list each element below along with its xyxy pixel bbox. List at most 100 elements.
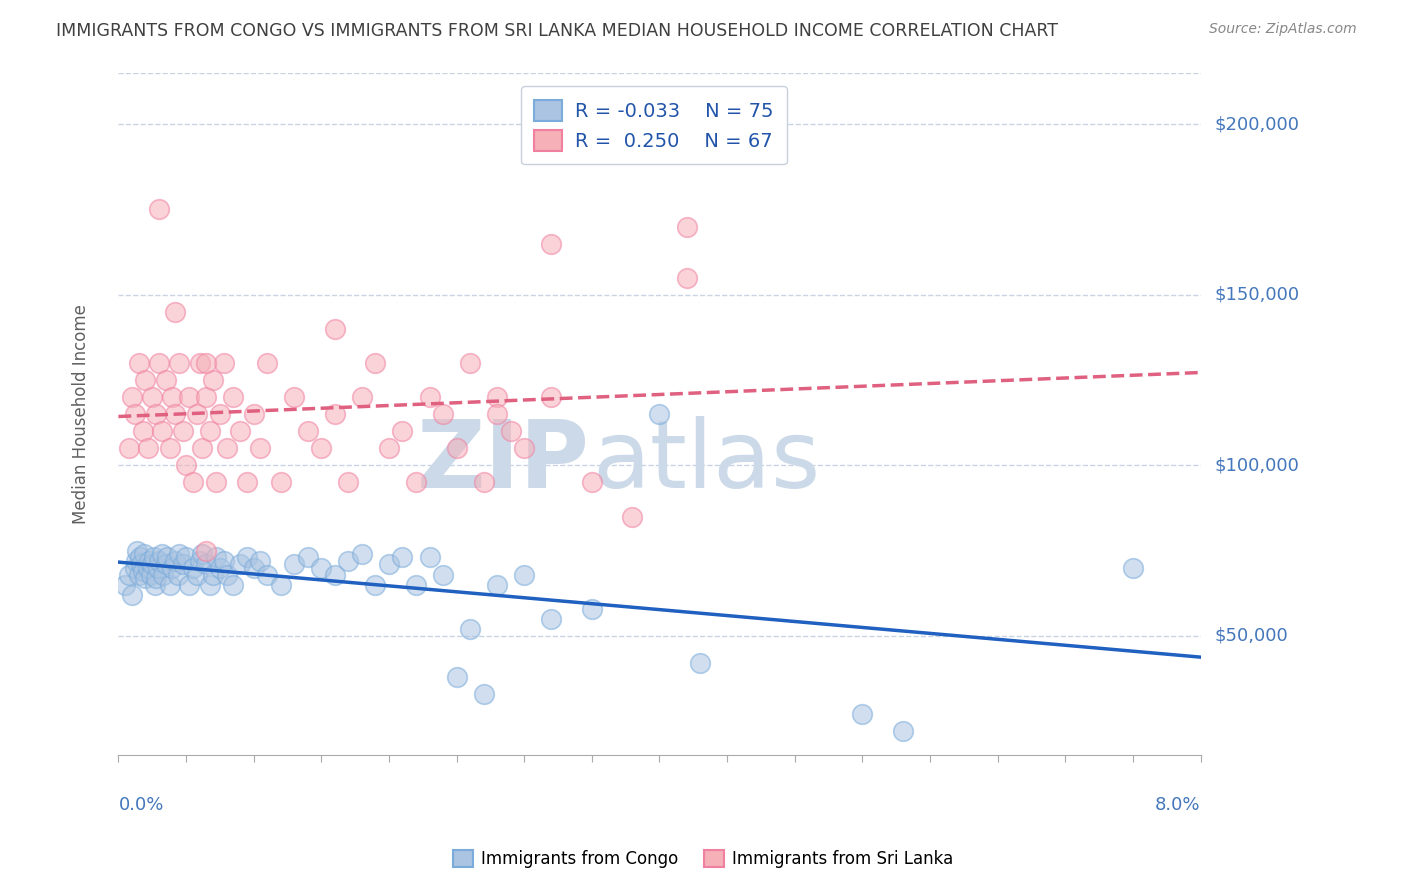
Point	[249, 442, 271, 456]
Point	[621, 509, 644, 524]
Point	[145, 571, 167, 585]
Point	[162, 390, 184, 404]
Point	[208, 560, 231, 574]
Point	[229, 424, 252, 438]
Point	[418, 390, 440, 404]
Point	[432, 407, 454, 421]
Point	[689, 657, 711, 671]
Point	[446, 670, 468, 684]
Point	[172, 424, 194, 438]
Point	[486, 390, 509, 404]
Point	[405, 578, 427, 592]
Point	[146, 560, 169, 574]
Point	[125, 554, 148, 568]
Point	[118, 567, 141, 582]
Text: 8.0%: 8.0%	[1156, 797, 1201, 814]
Point	[148, 356, 170, 370]
Point	[124, 560, 146, 574]
Point	[200, 424, 222, 438]
Point	[167, 356, 190, 370]
Point	[458, 622, 481, 636]
Point	[581, 475, 603, 490]
Point	[138, 554, 160, 568]
Point	[143, 578, 166, 592]
Point	[215, 442, 238, 456]
Legend: Immigrants from Congo, Immigrants from Sri Lanka: Immigrants from Congo, Immigrants from S…	[446, 843, 960, 875]
Point	[202, 373, 225, 387]
Point	[311, 442, 333, 456]
Point	[188, 356, 211, 370]
Point	[249, 554, 271, 568]
Point	[540, 612, 562, 626]
Point	[159, 578, 181, 592]
Point	[145, 407, 167, 421]
Point	[181, 560, 204, 574]
Point	[165, 305, 187, 319]
Point	[891, 724, 914, 739]
Point	[139, 567, 162, 582]
Point	[155, 373, 177, 387]
Point	[472, 687, 495, 701]
Point	[208, 407, 231, 421]
Point	[177, 390, 200, 404]
Point	[132, 547, 155, 561]
Point	[181, 475, 204, 490]
Point	[167, 547, 190, 561]
Point	[186, 407, 208, 421]
Point	[486, 578, 509, 592]
Text: $150,000: $150,000	[1215, 285, 1299, 304]
Point	[162, 560, 184, 574]
Point	[204, 475, 226, 490]
Point	[323, 322, 346, 336]
Text: $100,000: $100,000	[1215, 457, 1299, 475]
Point	[212, 356, 235, 370]
Point	[391, 550, 413, 565]
Point	[202, 567, 225, 582]
Point	[128, 356, 150, 370]
Point	[148, 554, 170, 568]
Point	[540, 390, 562, 404]
Point	[195, 390, 218, 404]
Point	[364, 578, 387, 592]
Text: atlas: atlas	[592, 416, 821, 508]
Point	[150, 424, 173, 438]
Point	[118, 442, 141, 456]
Point	[513, 567, 536, 582]
Point	[675, 270, 697, 285]
Point	[446, 442, 468, 456]
Point	[323, 567, 346, 582]
Point	[212, 554, 235, 568]
Point	[675, 219, 697, 234]
Point	[165, 407, 187, 421]
Point	[174, 550, 197, 565]
Point	[350, 547, 373, 561]
Point	[283, 558, 305, 572]
Point	[311, 560, 333, 574]
Text: ZIP: ZIP	[416, 416, 589, 508]
Point	[581, 601, 603, 615]
Point	[391, 424, 413, 438]
Point	[114, 578, 136, 592]
Point	[540, 236, 562, 251]
Point	[156, 550, 179, 565]
Point	[337, 554, 360, 568]
Point	[297, 550, 319, 565]
Point	[186, 567, 208, 582]
Point	[131, 558, 153, 572]
Point	[364, 356, 387, 370]
Point	[851, 707, 873, 722]
Point	[134, 373, 156, 387]
Point	[648, 407, 671, 421]
Point	[124, 407, 146, 421]
Point	[195, 558, 218, 572]
Point	[121, 588, 143, 602]
Point	[195, 356, 218, 370]
Legend: R = -0.033    N = 75, R =  0.250    N = 67: R = -0.033 N = 75, R = 0.250 N = 67	[520, 87, 787, 164]
Point	[418, 550, 440, 565]
Point	[242, 407, 264, 421]
Text: $50,000: $50,000	[1215, 627, 1288, 645]
Text: 0.0%: 0.0%	[118, 797, 163, 814]
Point	[134, 571, 156, 585]
Point	[141, 558, 163, 572]
Point	[1122, 560, 1144, 574]
